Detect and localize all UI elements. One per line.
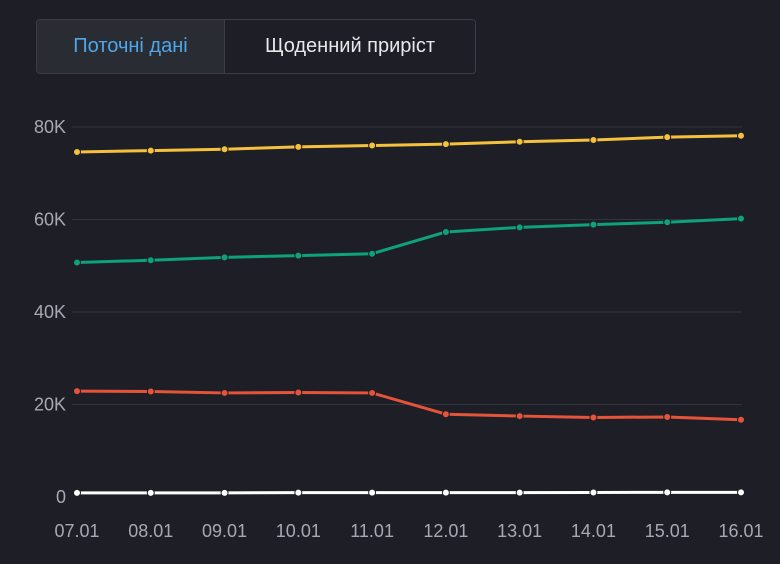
data-point[interactable] — [146, 387, 155, 396]
x-tick-label: 13.01 — [497, 521, 542, 541]
data-point[interactable] — [737, 214, 745, 223]
data-point[interactable] — [146, 488, 155, 497]
data-point[interactable] — [73, 147, 81, 156]
data-point[interactable] — [368, 388, 377, 397]
data-mode-tabs: Поточні дані Щоденний приріст — [36, 19, 476, 74]
series-line — [75, 217, 743, 265]
data-point[interactable] — [294, 388, 303, 397]
y-tick-label: 0 — [56, 487, 66, 507]
data-point[interactable] — [441, 488, 450, 497]
x-tick-label: 16.01 — [718, 521, 763, 541]
y-tick-label: 20K — [34, 395, 66, 415]
series-0 — [73, 131, 745, 156]
x-tick-label: 11.01 — [350, 521, 394, 541]
data-point[interactable] — [294, 142, 303, 151]
data-point[interactable] — [294, 488, 303, 497]
data-point[interactable] — [294, 251, 303, 260]
data-point[interactable] — [515, 137, 524, 146]
data-point[interactable] — [515, 223, 524, 232]
series-line — [75, 389, 743, 422]
series-line — [75, 134, 743, 154]
data-point[interactable] — [220, 145, 229, 154]
data-point[interactable] — [589, 135, 598, 144]
data-point[interactable] — [368, 488, 377, 497]
y-tick-label: 80K — [34, 117, 66, 137]
y-tick-label: 40K — [34, 302, 66, 322]
x-axis-ticks: 07.01 08.01 09.01 10.01 11.01 12.01 13.01 14.01… — [54, 521, 763, 541]
data-point[interactable] — [515, 412, 524, 421]
data-point[interactable] — [589, 488, 598, 497]
data-point[interactable] — [220, 388, 229, 397]
data-point[interactable] — [737, 488, 745, 497]
data-point[interactable] — [146, 146, 155, 155]
series-1 — [73, 214, 745, 267]
data-point[interactable] — [73, 387, 81, 396]
data-point[interactable] — [441, 227, 450, 236]
x-tick-label: 07.01 — [54, 521, 99, 541]
x-tick-label: 09.01 — [202, 521, 247, 541]
data-point[interactable] — [73, 258, 81, 267]
data-point[interactable] — [73, 488, 81, 497]
data-point[interactable] — [663, 218, 672, 227]
data-point[interactable] — [589, 220, 598, 229]
data-point[interactable] — [220, 253, 229, 262]
tab-current-data[interactable]: Поточні дані — [37, 20, 225, 73]
grid-lines — [72, 126, 742, 405]
data-point[interactable] — [220, 488, 229, 497]
tab-daily-growth[interactable]: Щоденний приріст — [225, 20, 475, 73]
data-point[interactable] — [368, 141, 377, 150]
series-2 — [73, 387, 745, 424]
y-tick-label: 60K — [34, 210, 66, 230]
data-point[interactable] — [737, 131, 745, 140]
y-axis-ticks: 0 20K 40K 60K 80K — [34, 117, 66, 507]
data-point[interactable] — [368, 249, 377, 258]
x-tick-label: 08.01 — [128, 521, 173, 541]
data-point[interactable] — [146, 256, 155, 265]
series-lines — [73, 131, 745, 497]
data-point[interactable] — [663, 412, 672, 421]
data-point[interactable] — [515, 488, 524, 497]
x-tick-label: 10.01 — [276, 521, 321, 541]
x-tick-label: 15.01 — [645, 521, 690, 541]
x-tick-label: 12.01 — [423, 521, 468, 541]
data-point[interactable] — [737, 415, 745, 424]
data-point[interactable] — [663, 488, 672, 497]
data-point[interactable] — [441, 410, 450, 419]
data-point[interactable] — [589, 413, 598, 422]
series-3 — [73, 488, 745, 497]
x-tick-label: 14.01 — [571, 521, 616, 541]
data-point[interactable] — [441, 140, 450, 149]
data-point[interactable] — [663, 133, 672, 142]
